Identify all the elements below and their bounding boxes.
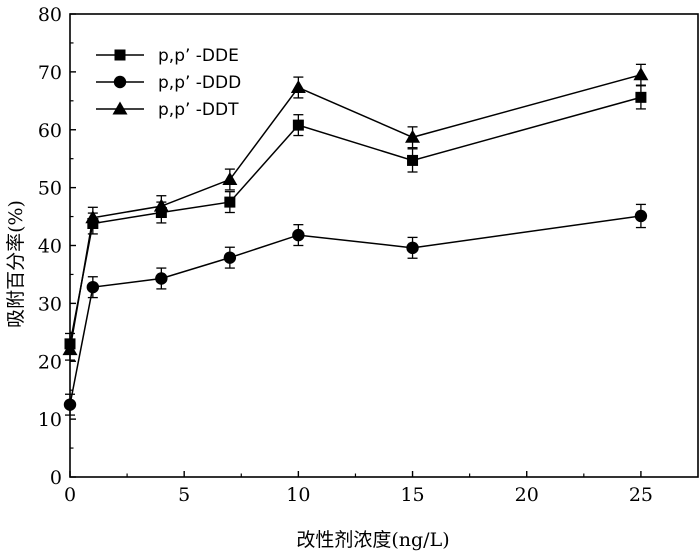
legend-marker [112, 101, 128, 115]
y-axis-label: 吸附百分率(%) [5, 200, 27, 328]
series-line [69, 215, 642, 405]
x-tick-label: 0 [64, 484, 76, 506]
data-point [155, 272, 168, 285]
y-tick-label: 0 [50, 467, 62, 489]
data-point [223, 251, 237, 264]
data-point [635, 91, 647, 103]
legend-marker [113, 75, 127, 89]
y-tick-label: 60 [38, 120, 62, 142]
data-point [292, 228, 305, 242]
legend-entry: p,p’ -DDT [96, 100, 239, 120]
series-circle [63, 203, 648, 416]
data-point [633, 67, 649, 81]
y-tick-label: 10 [38, 409, 62, 431]
y-tick-label: 50 [38, 178, 62, 200]
series-square [64, 85, 647, 355]
x-axis-label: 改性剂浓度(ng/L) [296, 529, 449, 551]
legend-marker [114, 49, 126, 61]
y-tick-label: 80 [38, 4, 62, 26]
data-point [290, 80, 306, 94]
y-tick-label: 20 [38, 351, 62, 373]
data-point [634, 209, 648, 223]
data-point [85, 210, 101, 224]
data-point [153, 198, 169, 212]
y-tick-label: 70 [38, 62, 62, 84]
series-triangle [62, 63, 649, 361]
y-tick-label: 30 [38, 293, 62, 315]
legend-label: p,p’ -DDD [158, 73, 241, 93]
data-point [407, 154, 419, 166]
series-line [69, 96, 642, 345]
x-tick-label: 20 [515, 484, 539, 506]
data-point [86, 280, 100, 294]
data-point [62, 342, 78, 356]
data-point [292, 119, 304, 131]
data-point [222, 172, 238, 186]
legend-entry: p,p’ -DDE [96, 46, 239, 66]
x-tick-label: 25 [629, 484, 653, 506]
legend-label: p,p’ -DDE [158, 46, 239, 66]
y-tick-label: 40 [38, 236, 62, 258]
x-tick-label: 15 [400, 484, 424, 506]
data-point [63, 398, 77, 411]
data-point [406, 241, 419, 255]
x-tick-label: 5 [178, 484, 190, 506]
data-point [405, 129, 421, 143]
data-point [224, 196, 236, 208]
legend-label: p,p’ -DDT [158, 100, 239, 120]
legend-entry: p,p’ -DDD [96, 73, 241, 93]
series-line [69, 74, 642, 350]
x-tick-label: 10 [286, 484, 310, 506]
